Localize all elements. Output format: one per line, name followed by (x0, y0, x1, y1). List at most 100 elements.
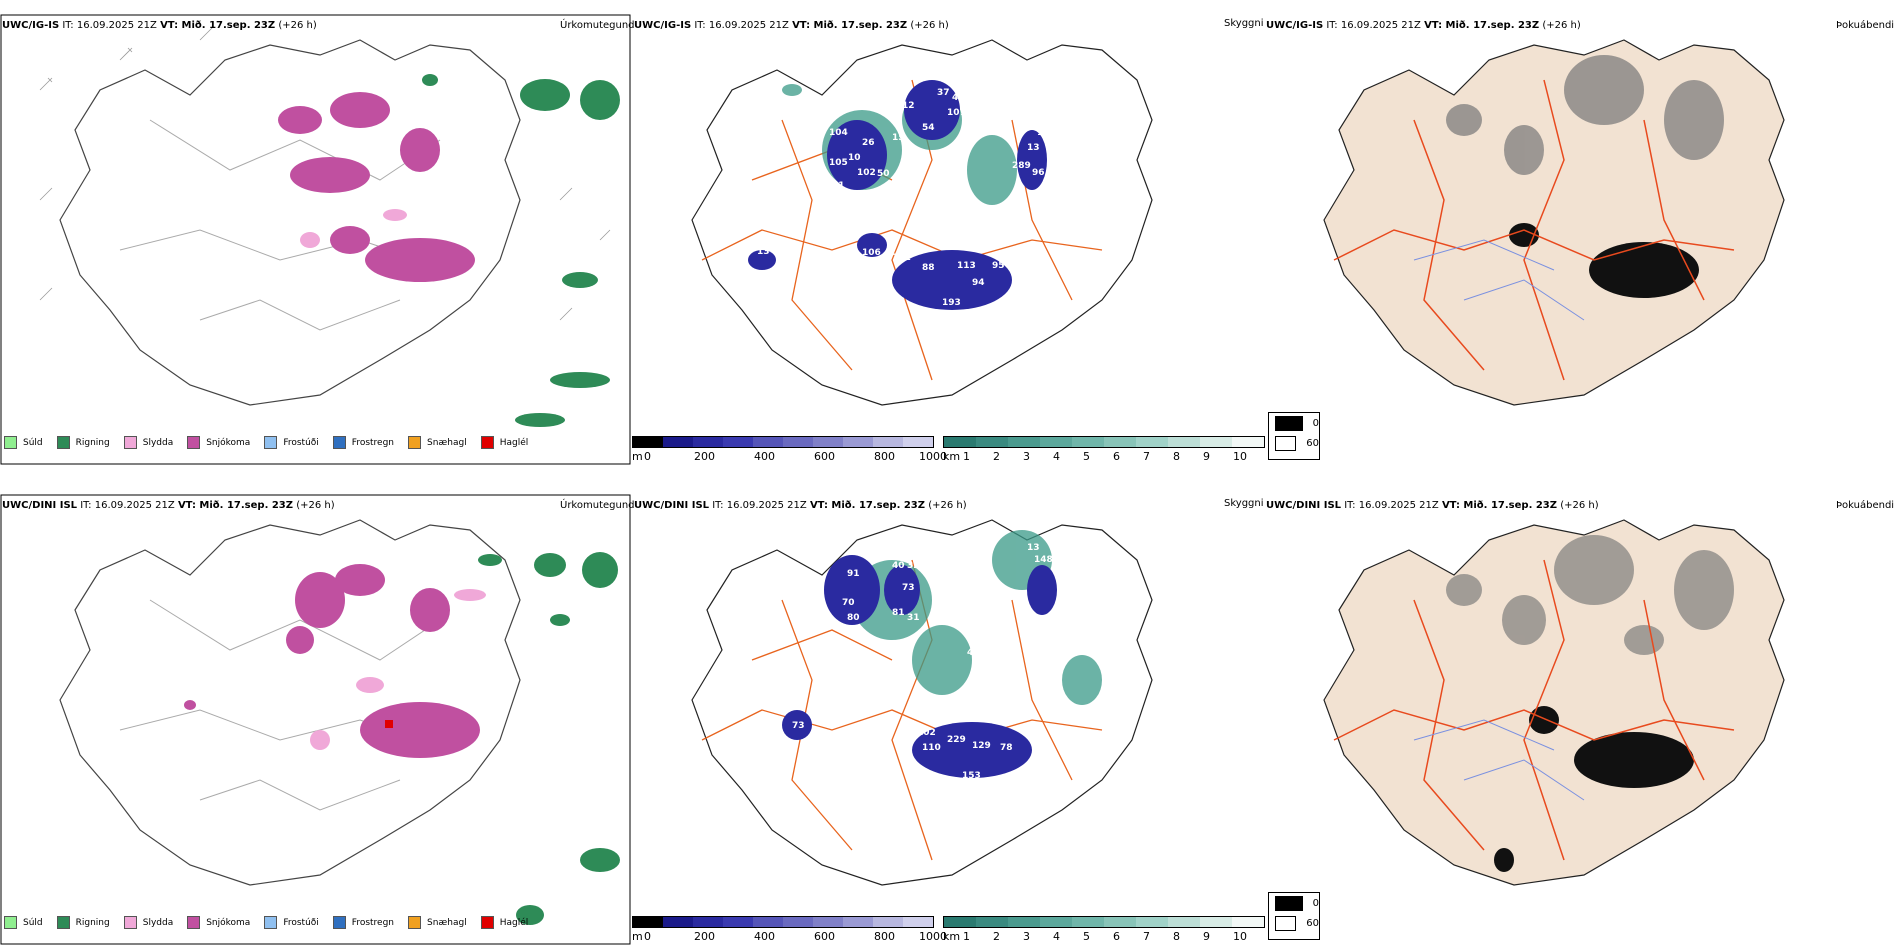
snow-depth-label: 88 (922, 263, 935, 273)
snow-depth-label: 60 (902, 168, 915, 178)
snow-depth-label: 50 (877, 169, 890, 179)
snow-depth-label: 104 (829, 128, 848, 138)
legend-item: Rigning (57, 436, 110, 449)
fog-map-row1 (1264, 0, 1894, 430)
snow-depth-label: 236 (1062, 553, 1081, 563)
snow-depth-label: 113 (957, 261, 976, 271)
snow-depth-label: 14 (1037, 128, 1050, 138)
snow-depth-label: 31 (907, 613, 920, 623)
depth-colorbar-row1 (632, 436, 934, 448)
panel-title-row1: UWC/IG-IS IT: 16.09.2025 21Z VT: Mið. 17… (2, 20, 317, 31)
visibility-panel-row1: 104 105 10 102 50 81 72 37 40 107 54 15 … (632, 0, 1262, 470)
snow-depth-label: 67 (1077, 593, 1090, 603)
panel-title-row2: UWC/DINI ISL IT: 16.09.2025 21Z VT: Mið.… (2, 500, 335, 511)
depth-colorbar-row2 (632, 916, 934, 928)
fog-panel-row1: UWC/IG-IS IT: 16.09.2025 21Z VT: Mið. 17… (1264, 0, 1894, 470)
snow-depth-label: 40 (892, 561, 905, 571)
snow-depth-label: 70 (842, 598, 855, 608)
precip-legend-row2: Súld Rigning Slydda Snjókoma Frostúði Fr… (4, 916, 528, 929)
snow-depth-label: 95 (992, 261, 1005, 271)
snow-depth-label: 106 (862, 248, 881, 258)
snow-depth-label: 107 (977, 618, 996, 628)
precip-map-row1 (0, 0, 632, 465)
legend-item: Snjókoma (187, 916, 250, 929)
snow-depth-label: 229 (947, 735, 966, 745)
snow-depth-label: 27 (1057, 583, 1070, 593)
visibility-panel-row2: 91 40 32 70 80 81 31 73 27 67 13 148 236… (632, 480, 1262, 950)
fog-label-row1: Þokuábendi (1836, 20, 1894, 31)
precip-panel-row1: UWC/IG-IS IT: 16.09.2025 21Z VT: Mið. 17… (0, 0, 630, 470)
vis-colorbar-row2 (943, 916, 1265, 928)
snow-depth-label: 15 (1007, 683, 1020, 693)
vis-label-row1: Skyggni (1224, 18, 1264, 29)
snow-depth-label: 102 (917, 728, 936, 738)
legend-item: Súld (4, 436, 43, 449)
snow-depth-label: 42 (967, 648, 980, 658)
legend-item: Snæhagl (408, 916, 467, 929)
snow-depth-label: 37 (937, 88, 950, 98)
fog-label-row2: Þokuábendi (1836, 500, 1894, 511)
snow-depth-label: 96 (1032, 168, 1045, 178)
legend-item: Snjókoma (187, 436, 250, 449)
snow-depth-label: 107 (947, 108, 966, 118)
snow-depth-label: 94 (972, 278, 985, 288)
fog-panel-row2: UWC/DINI ISL IT: 16.09.2025 21Z VT: Mið.… (1264, 480, 1894, 950)
legend-item: Frostregn (333, 916, 394, 929)
snow-depth-label: 10 (848, 153, 861, 163)
legend-item: Slydda (124, 436, 173, 449)
snow-depth-label: 289 (1012, 161, 1031, 171)
snow-depth-label: 102 (857, 168, 876, 178)
snow-depth-label: 26 (862, 138, 875, 148)
snow-depth-label: 140 (912, 213, 931, 223)
snow-depth-label: 73 (902, 583, 915, 593)
snow-depth-label: 153 (962, 771, 981, 781)
legend-item: Frostúði (264, 436, 318, 449)
snow-depth-label: 91 (847, 569, 860, 579)
snow-depth-label: 148 (1034, 555, 1053, 565)
snow-depth-label: 72 (836, 193, 849, 203)
legend-item: Slydda (124, 916, 173, 929)
panel-title-row1-fog: UWC/IG-IS IT: 16.09.2025 21Z VT: Mið. 17… (1266, 20, 1581, 31)
snow-depth-label: 80 (847, 613, 860, 623)
vis-colorbar-row1 (943, 436, 1265, 448)
legend-item: Rigning (57, 916, 110, 929)
panel-title-row1-vis: UWC/IG-IS IT: 16.09.2025 21Z VT: Mið. 17… (634, 20, 949, 31)
snow-depth-label: 13 (1032, 741, 1045, 751)
visibility-map-row2: 91 40 32 70 80 81 31 73 27 67 13 148 236… (632, 480, 1262, 910)
legend-item: Frostúði (264, 916, 318, 929)
snow-depth-label: 81 (832, 181, 845, 191)
fog-map-row2 (1264, 480, 1894, 910)
snow-depth-label: 15 (892, 133, 905, 143)
precip-panel-row2: UWC/DINI ISL IT: 16.09.2025 21Z VT: Mið.… (0, 480, 630, 950)
snow-depth-label: 81 (892, 608, 905, 618)
precip-label-row2: Úrkomutegund (560, 500, 635, 511)
snow-depth-label: 98 (1042, 183, 1055, 193)
snow-depth-label: 78 (1000, 743, 1013, 753)
precip-legend-row1: Súld Rigning Slydda Snjókoma Frostúði Fr… (4, 436, 528, 449)
snow-depth-label: 110 (922, 743, 941, 753)
legend-item: Snæhagl (408, 436, 467, 449)
precip-label-row1: Úrkomutegund (560, 20, 635, 31)
snow-depth-label: 129 (972, 741, 991, 751)
snow-depth-label: 111 (892, 253, 911, 263)
vis-label-row2: Skyggni (1224, 498, 1264, 509)
legend-item: Súld (4, 916, 43, 929)
panel-title-row2-vis: UWC/DINI ISL IT: 16.09.2025 21Z VT: Mið.… (634, 500, 967, 511)
fog-legend-row1: 0 60 (1268, 412, 1320, 460)
fog-legend-row2: 0 60 (1268, 892, 1320, 940)
snow-depth-label: 12 (902, 101, 915, 111)
snow-depth-label: 28 (872, 103, 885, 113)
snow-depth-label: 49 (927, 183, 940, 193)
precip-map-row2 (0, 480, 632, 945)
snow-depth-label: 78 (1032, 198, 1045, 208)
snow-depth-label: 73 (792, 721, 805, 731)
snow-depth-label: 105 (829, 158, 848, 168)
snow-depth-label: 54 (922, 123, 935, 133)
snow-depth-label: 72 (967, 821, 980, 831)
legend-item: Frostregn (333, 436, 394, 449)
snow-depth-label: 32 (907, 561, 920, 571)
snow-depth-label: 13 (1027, 143, 1040, 153)
legend-item: Haglél (481, 916, 529, 929)
legend-item: Haglél (481, 436, 529, 449)
visibility-map-row1: 104 105 10 102 50 81 72 37 40 107 54 15 … (632, 0, 1262, 430)
